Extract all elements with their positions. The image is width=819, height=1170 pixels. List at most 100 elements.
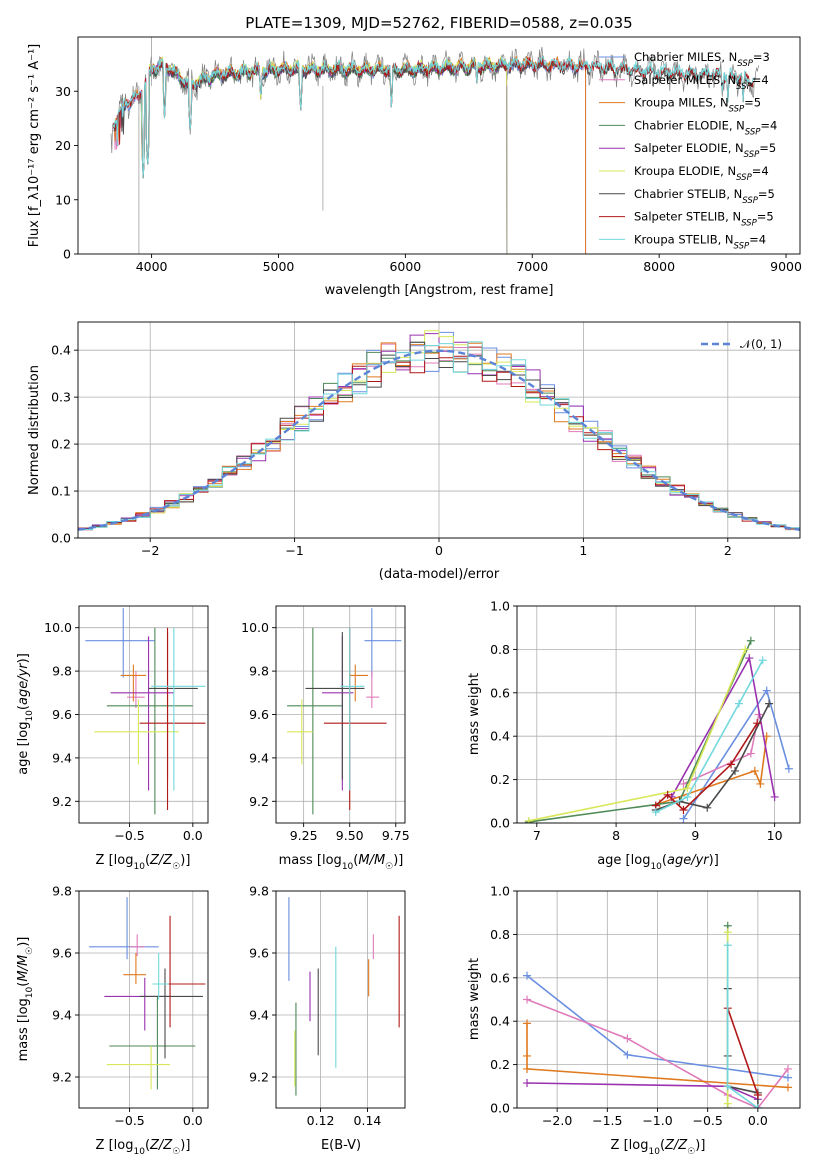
x-axis-label: wavelength [Angstrom, rest frame] bbox=[325, 283, 554, 298]
y-tick-label: 9.6 bbox=[52, 707, 72, 722]
label-part: 10 bbox=[342, 862, 354, 872]
errorbar-point bbox=[109, 996, 196, 1090]
label-part: )] bbox=[16, 937, 31, 947]
y-tick-label: 10.0 bbox=[44, 620, 72, 635]
y-axis-label: Normed distribution bbox=[27, 365, 42, 495]
label-part: )] bbox=[393, 853, 403, 868]
y-tick-label: 0.2 bbox=[490, 772, 510, 787]
weight-marker bbox=[651, 808, 660, 817]
weight-marker bbox=[679, 814, 688, 823]
y-tick-label: 0.6 bbox=[490, 685, 510, 700]
label-part: M/M bbox=[358, 853, 385, 868]
legend-model: Chabrier ELODIE, N bbox=[634, 118, 745, 132]
label-part: Z [log bbox=[96, 853, 134, 868]
legend-n: =5 bbox=[757, 210, 774, 224]
errorbar-point bbox=[322, 636, 354, 791]
y-tick-label: 9.2 bbox=[52, 794, 72, 809]
x-tick-label: −0.5 bbox=[692, 1113, 722, 1128]
label-part: age [log bbox=[16, 722, 31, 775]
x-tick-label: 0.0 bbox=[183, 828, 203, 843]
legend-n: =4 bbox=[752, 164, 769, 178]
y-axis-label: mass [log10(M/M☉)] bbox=[16, 937, 35, 1062]
x-axis-label: Z [log10(Z/Z☉)] bbox=[96, 853, 191, 872]
weight-marker bbox=[784, 764, 793, 773]
x-axis-label: Z [log10(Z/Z☉)] bbox=[611, 1138, 706, 1157]
errorbar-point bbox=[110, 636, 174, 791]
label-part: ( bbox=[145, 853, 150, 868]
weight-marker bbox=[683, 792, 692, 801]
weight-marker bbox=[523, 1019, 532, 1028]
label-part: )] bbox=[16, 653, 31, 663]
x-tick-label: −1.0 bbox=[642, 1113, 672, 1128]
normal-curve bbox=[78, 349, 800, 531]
y-tick-label: 1.0 bbox=[490, 884, 510, 899]
errorbar-point bbox=[106, 1046, 171, 1090]
errorbar-point bbox=[139, 627, 206, 810]
y-tick-label: 0.4 bbox=[51, 343, 71, 358]
label-part: ( bbox=[16, 705, 31, 710]
y-tick-label: 9.6 bbox=[52, 946, 72, 961]
y-tick-label: 9.2 bbox=[249, 1070, 269, 1085]
weight-line bbox=[726, 1007, 759, 1096]
plot-area bbox=[523, 921, 792, 1108]
legend-subscript: SSP bbox=[736, 82, 752, 92]
x-tick-label: −2.0 bbox=[542, 1113, 572, 1128]
errorbar-point bbox=[104, 977, 171, 1031]
label-part: 10 bbox=[25, 986, 35, 998]
legend-n: =3 bbox=[753, 50, 770, 64]
legend-n: =4 bbox=[752, 73, 769, 87]
plot-area bbox=[524, 636, 793, 823]
x-tick-label: 1 bbox=[579, 543, 587, 558]
y-tick-label: 0.4 bbox=[490, 729, 510, 744]
legend-model: Kroupa STELIB, N bbox=[634, 232, 734, 246]
errorbar-point bbox=[89, 897, 159, 960]
y-tick-label: 0.2 bbox=[51, 437, 71, 452]
label-part: mass [log bbox=[16, 998, 31, 1061]
weight-series bbox=[523, 1019, 792, 1092]
legend-label: Salpeter MILES, NSSP=4 bbox=[634, 73, 769, 92]
legend-n: =4 bbox=[760, 118, 777, 132]
label-part: age/yr bbox=[667, 853, 710, 868]
label-part: ☉ bbox=[25, 947, 35, 955]
y-tick-label: 1.0 bbox=[490, 599, 510, 614]
x-axis-label: (data-model)/error bbox=[379, 567, 500, 582]
errorbar-point bbox=[127, 671, 145, 708]
legend-model: Chabrier MILES, N bbox=[634, 50, 737, 64]
label-part: Z [log bbox=[96, 1138, 134, 1153]
chart-title: PLATE=1309, MJD=52762, FIBERID=0588, z=0… bbox=[245, 14, 632, 32]
legend-model: Chabrier STELIB, N bbox=[634, 187, 742, 201]
x-tick-label: 6000 bbox=[389, 259, 421, 274]
errorbar-point bbox=[340, 627, 365, 791]
label-part: )] bbox=[695, 1138, 705, 1153]
plot-area bbox=[288, 897, 400, 1096]
label-part: ☉ bbox=[172, 1147, 180, 1157]
label-part: )] bbox=[180, 1138, 190, 1153]
y-tick-label: 9.2 bbox=[52, 1070, 72, 1085]
label-part: Z/Z bbox=[664, 1138, 688, 1153]
errorbar-point bbox=[366, 671, 380, 708]
errorbar-point bbox=[85, 608, 155, 678]
plot-area bbox=[85, 608, 206, 815]
y-tick-label: 0.8 bbox=[490, 642, 510, 657]
y-tick-label: 9.2 bbox=[249, 794, 269, 809]
label-part: ( bbox=[145, 1138, 150, 1153]
weight-marker bbox=[524, 816, 533, 823]
x-axis-label: mass [log10(M/M☉)] bbox=[279, 853, 404, 872]
label-part: 10 bbox=[25, 710, 35, 722]
legend-subscript: SSP bbox=[741, 219, 757, 229]
label-part: Z/Z bbox=[149, 853, 173, 868]
weight-marker bbox=[758, 656, 767, 665]
weight-marker bbox=[523, 971, 532, 980]
label-part: ( bbox=[16, 982, 31, 987]
weight-marker bbox=[730, 766, 739, 775]
x-tick-label: 8 bbox=[612, 828, 620, 843]
errorbar-point bbox=[139, 968, 203, 1059]
label-part: Z [log bbox=[611, 1138, 649, 1153]
y-tick-label: 0.4 bbox=[490, 1014, 510, 1029]
errorbar-point bbox=[129, 934, 145, 957]
errorbar-point bbox=[152, 953, 169, 1000]
legend-model: Salpeter ELODIE, N bbox=[634, 141, 744, 155]
panel-mass-vs-EBV: 0.12 0.14 9.2 9.4 9.6 9.8 bbox=[249, 884, 406, 1128]
axes-frame bbox=[275, 890, 406, 1109]
x-tick-label: 0.14 bbox=[354, 1113, 382, 1128]
